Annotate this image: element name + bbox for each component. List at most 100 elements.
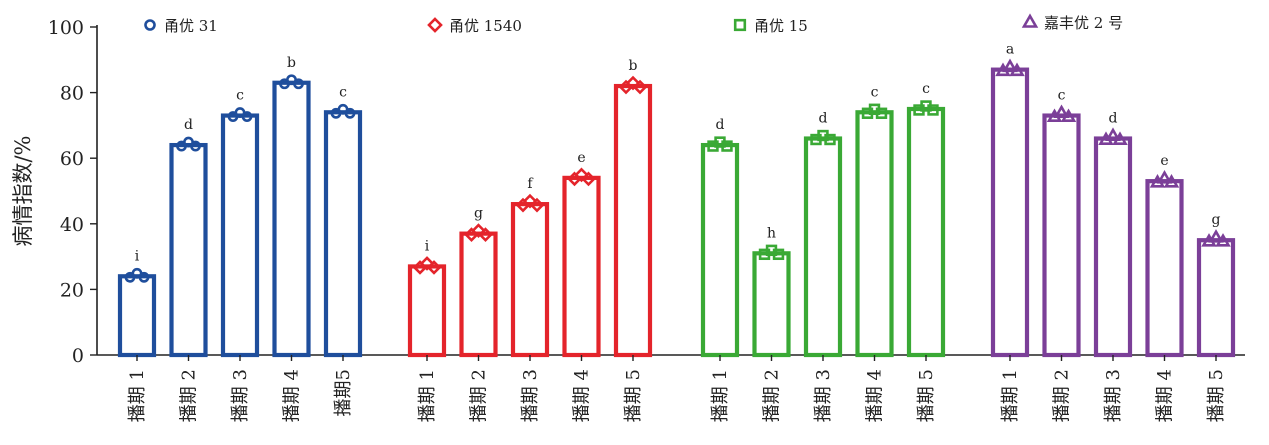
data-point xyxy=(1053,104,1070,118)
legend-marker xyxy=(733,18,747,32)
data-point xyxy=(1112,131,1128,145)
data-point xyxy=(419,256,435,271)
y-tick-label: 20 xyxy=(60,279,84,301)
significance-label: i xyxy=(135,248,140,264)
data-point xyxy=(1060,108,1077,122)
data-points xyxy=(1149,170,1180,188)
legend-marker xyxy=(144,19,156,31)
data-point xyxy=(138,271,150,283)
bar xyxy=(1042,113,1081,358)
y-tick-label: 0 xyxy=(72,345,84,367)
legend-marker xyxy=(1021,13,1039,28)
x-tick-label: 播期 3 xyxy=(1103,369,1124,422)
data-point xyxy=(1163,174,1180,188)
significance-label: e xyxy=(1160,153,1168,169)
significance-label: g xyxy=(474,206,483,222)
bar xyxy=(855,110,894,358)
data-points xyxy=(176,136,201,152)
x-tick-label: 播期 5 xyxy=(916,369,937,422)
data-points xyxy=(412,256,442,275)
bar xyxy=(613,83,653,358)
bar xyxy=(220,113,260,358)
data-points xyxy=(707,136,733,152)
bar xyxy=(272,80,311,358)
data-points xyxy=(279,74,304,90)
data-point xyxy=(721,140,733,152)
data-points xyxy=(330,103,356,119)
bar xyxy=(1145,179,1184,358)
legend-label: 甬优 31 xyxy=(164,17,218,35)
bar xyxy=(906,106,946,358)
x-tick-label: 播期 4 xyxy=(282,369,303,422)
bar xyxy=(169,142,208,358)
x-tick-label: 播期 5 xyxy=(623,369,644,422)
bars: i 播期 1 d 播期 2 c 播期 3 b 播期 4 c 播期5 i 播期 1 g 播期 2 f 播期 3 e… xyxy=(117,42,1236,422)
y-tick-label: 40 xyxy=(60,214,84,236)
data-points xyxy=(1201,229,1231,247)
x-tick-label: 播期 2 xyxy=(762,369,783,422)
data-point xyxy=(1208,229,1224,243)
significance-label: c xyxy=(1058,88,1066,104)
data-points xyxy=(1046,104,1077,122)
data-points xyxy=(1098,127,1128,145)
data-point xyxy=(772,248,785,261)
data-point xyxy=(426,260,442,275)
data-points xyxy=(227,107,253,122)
x-tick-label: 播期 1 xyxy=(1000,369,1021,422)
data-point xyxy=(1002,58,1018,73)
bar xyxy=(510,202,550,358)
x-tick-label: 播期 1 xyxy=(710,369,731,422)
series-group: i 播期 1 d 播期 2 c 播期 3 b 播期 4 c 播期5 xyxy=(117,55,363,422)
significance-label: a xyxy=(1006,42,1014,58)
legend-item: 甬优 31 xyxy=(144,17,218,35)
bar xyxy=(1093,136,1133,358)
significance-label: i xyxy=(425,238,430,254)
y-tick-label: 60 xyxy=(60,148,84,170)
bar xyxy=(459,231,498,358)
significance-label: d xyxy=(1109,111,1118,127)
data-points xyxy=(861,103,888,119)
significance-label: d xyxy=(716,117,725,133)
data-point xyxy=(1215,233,1231,247)
data-point xyxy=(478,227,493,242)
data-points xyxy=(758,244,785,261)
significance-label: h xyxy=(767,225,776,241)
data-point xyxy=(241,111,253,122)
series-group: d 播期 1 h 播期 2 d 播期 3 c 播期 4 c 播期 5 xyxy=(700,81,946,422)
bar xyxy=(700,142,740,358)
x-tick-label: 播期 4 xyxy=(865,369,886,422)
data-point xyxy=(344,107,356,119)
significance-label: d xyxy=(819,111,828,127)
significance-label: c xyxy=(922,81,930,97)
data-point xyxy=(293,78,304,90)
series-group: a 播期 1 c 播期 2 d 播期 3 e 播期 4 g 播期 5 xyxy=(990,42,1236,422)
x-tick-label: 播期 3 xyxy=(520,369,541,422)
y-tick-label: 80 xyxy=(60,83,84,105)
significance-label: f xyxy=(527,176,534,192)
data-points xyxy=(567,167,596,187)
significance-label: g xyxy=(1212,212,1221,228)
bar xyxy=(990,67,1030,358)
x-tick-label: 播期 4 xyxy=(572,369,593,422)
data-point xyxy=(529,197,545,213)
significance-label: c xyxy=(236,88,244,104)
data-points xyxy=(810,129,836,146)
data-point xyxy=(632,79,648,95)
legend-item: 甬优 15 xyxy=(733,17,808,35)
x-tick-label: 播期 1 xyxy=(417,369,438,422)
data-point xyxy=(1009,62,1025,77)
legend-label: 甬优 1540 xyxy=(449,17,522,35)
data-point xyxy=(471,223,486,238)
y-tick-label: 100 xyxy=(48,17,84,39)
legend-item: 甬优 1540 xyxy=(427,17,522,35)
x-tick-label: 播期 2 xyxy=(1052,369,1073,422)
significance-label: d xyxy=(184,117,193,133)
legend-marker xyxy=(427,17,443,33)
x-tick-label: 播期5 xyxy=(333,369,354,416)
data-points xyxy=(618,75,648,95)
data-points xyxy=(124,267,150,283)
x-tick-label: 播期 3 xyxy=(230,369,251,422)
bar xyxy=(1196,238,1236,358)
data-point xyxy=(824,133,836,146)
